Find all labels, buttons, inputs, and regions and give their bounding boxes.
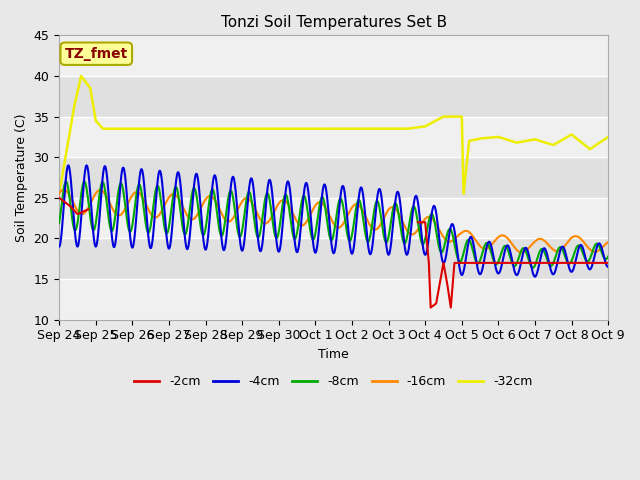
Title: Tonzi Soil Temperatures Set B: Tonzi Soil Temperatures Set B [221,15,447,30]
Y-axis label: Soil Temperature (C): Soil Temperature (C) [15,113,28,242]
Bar [59,239,608,279]
Bar [59,157,608,198]
Legend: -2cm, -4cm, -8cm, -16cm, -32cm: -2cm, -4cm, -8cm, -16cm, -32cm [129,370,538,393]
Bar [59,36,608,76]
X-axis label: Time: Time [318,348,349,361]
Bar [59,279,608,320]
Bar [59,198,608,239]
Text: TZ_fmet: TZ_fmet [65,47,128,60]
Bar [59,76,608,117]
Bar [59,117,608,157]
